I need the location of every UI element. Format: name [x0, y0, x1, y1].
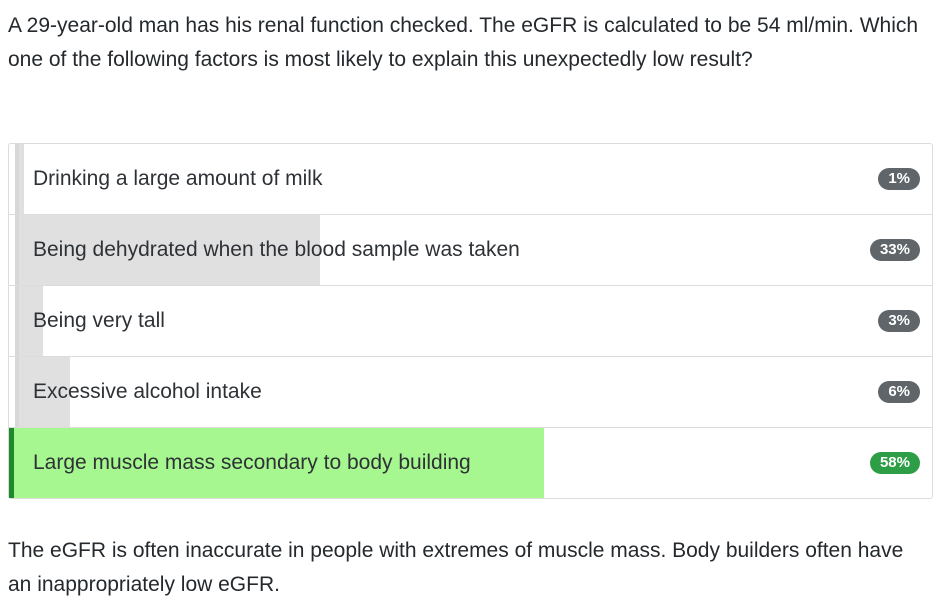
percent-badge: 6% — [878, 381, 920, 403]
percent-bar-edge — [15, 357, 19, 427]
percent-bar — [9, 428, 544, 498]
answer-options-list: Drinking a large amount of milk 1% Being… — [8, 143, 933, 499]
percent-bar — [15, 215, 320, 285]
percent-badge: 58% — [869, 452, 920, 474]
answer-option-label: Large muscle mass secondary to body buil… — [33, 451, 471, 474]
answer-option-alcohol[interactable]: Excessive alcohol intake 6% — [9, 356, 932, 427]
percent-badge: 3% — [878, 310, 920, 332]
correct-answer-edge — [9, 428, 14, 498]
answer-option-label: Excessive alcohol intake — [33, 380, 262, 403]
explanation-text: The eGFR is often inaccurate in people w… — [8, 539, 904, 596]
percent-bar-edge — [15, 144, 19, 214]
percent-badge: 1% — [878, 168, 920, 190]
question-text: A 29-year-old man has his renal function… — [8, 14, 919, 71]
answer-option-dehydrated[interactable]: Being dehydrated when the blood sample w… — [9, 214, 932, 285]
answer-option-label: Being very tall — [33, 309, 165, 332]
percent-bar — [15, 286, 43, 356]
answer-option-muscle-mass[interactable]: Large muscle mass secondary to body buil… — [9, 427, 932, 498]
percent-bar-edge — [15, 286, 19, 356]
percent-bar-edge — [15, 215, 19, 285]
answer-option-label: Being dehydrated when the blood sample w… — [33, 238, 520, 261]
percent-badge: 33% — [869, 239, 920, 261]
answer-option-label: Drinking a large amount of milk — [33, 167, 323, 190]
answer-option-tall[interactable]: Being very tall 3% — [9, 285, 932, 356]
percent-bar — [15, 144, 24, 214]
percent-bar — [15, 357, 70, 427]
answer-option-milk[interactable]: Drinking a large amount of milk 1% — [9, 144, 932, 214]
